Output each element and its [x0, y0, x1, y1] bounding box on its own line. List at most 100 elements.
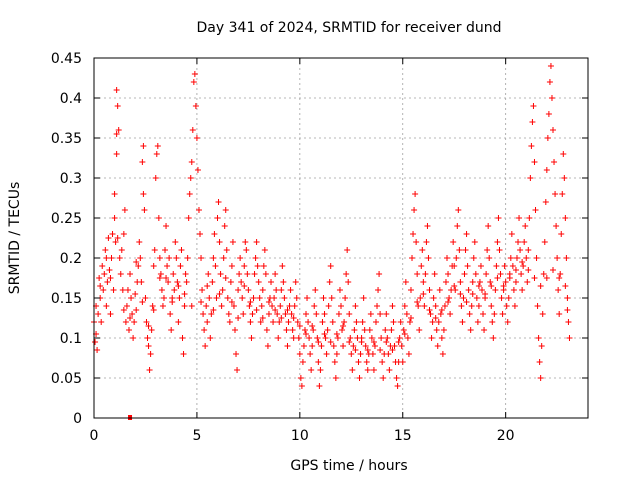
- data-point: [133, 259, 140, 265]
- data-point: [175, 283, 182, 289]
- data-point: [191, 71, 198, 77]
- data-point: [559, 191, 566, 197]
- data-point: [486, 255, 493, 261]
- data-point: [283, 327, 290, 333]
- data-point: [184, 255, 191, 261]
- data-point: [284, 343, 291, 349]
- data-point: [499, 311, 506, 317]
- data-point: [197, 231, 204, 237]
- data-point: [403, 311, 410, 317]
- data-point: [96, 275, 103, 281]
- data-point: [407, 287, 414, 293]
- data-point: [253, 307, 260, 313]
- x-tick-label: 15: [394, 428, 412, 444]
- data-point: [164, 263, 171, 269]
- data-point: [494, 275, 501, 281]
- data-point: [243, 247, 250, 253]
- data-point: [461, 271, 468, 277]
- chart-title: Day 341 of 2024, SRMTID for receiver dun…: [197, 20, 502, 36]
- data-point: [350, 343, 357, 349]
- data-point: [142, 295, 149, 301]
- data-point: [212, 263, 219, 269]
- data-point: [219, 287, 226, 293]
- data-point: [518, 271, 525, 277]
- data-point: [457, 279, 464, 285]
- data-point: [128, 295, 135, 301]
- data-point: [441, 303, 448, 309]
- data-point: [382, 327, 389, 333]
- data-point: [114, 103, 121, 109]
- data-point: [183, 279, 190, 285]
- y-tick-labels: 0 0.05 0.1 0.15 0.2 0.25 0.3 0.35 0.4 0.45: [51, 51, 82, 427]
- data-point: [530, 103, 537, 109]
- data-point: [457, 291, 464, 297]
- data-point: [480, 311, 487, 317]
- data-point: [348, 351, 355, 357]
- data-point: [402, 279, 409, 285]
- data-point: [250, 295, 257, 301]
- data-point: [553, 223, 560, 229]
- data-point: [235, 315, 242, 321]
- data-point: [157, 271, 164, 277]
- data-point: [117, 271, 124, 277]
- data-point: [564, 307, 571, 313]
- data-point: [195, 207, 202, 213]
- data-point: [202, 343, 209, 349]
- data-point: [331, 359, 338, 365]
- data-point: [148, 327, 155, 333]
- data-point: [150, 307, 157, 313]
- data-point: [477, 263, 484, 269]
- data-point: [432, 303, 439, 309]
- data-point: [412, 191, 419, 197]
- data-point: [469, 279, 476, 285]
- data-point: [500, 283, 507, 289]
- data-point: [407, 315, 414, 321]
- data-point: [123, 303, 130, 309]
- data-point: [113, 151, 120, 157]
- data-point: [438, 335, 445, 341]
- data-point: [323, 351, 330, 357]
- data-point: [129, 311, 136, 317]
- data-point: [120, 307, 127, 313]
- data-point: [390, 319, 397, 325]
- data-point: [265, 311, 272, 317]
- data-point: [235, 287, 242, 293]
- data-point: [445, 271, 452, 277]
- data-point: [229, 239, 236, 245]
- data-point: [364, 367, 371, 373]
- data-point: [122, 319, 129, 325]
- data-point: [223, 247, 230, 253]
- data-point: [483, 271, 490, 277]
- data-point: [374, 303, 381, 309]
- data-point: [560, 151, 567, 157]
- data-point: [463, 231, 470, 237]
- data-point: [565, 319, 572, 325]
- data-point: [298, 383, 305, 389]
- data-point: [289, 327, 296, 333]
- data-point: [239, 295, 246, 301]
- data-point: [558, 231, 565, 237]
- data-point: [307, 351, 314, 357]
- data-point: [135, 263, 142, 269]
- data-point: [525, 247, 532, 253]
- data-point: [455, 207, 462, 213]
- data-point: [345, 279, 352, 285]
- data-point: [295, 335, 302, 341]
- data-point: [369, 351, 376, 357]
- data-point: [327, 339, 334, 345]
- data-point: [532, 207, 539, 213]
- data-point: [226, 319, 233, 325]
- data-point: [551, 159, 558, 165]
- data-point: [563, 255, 570, 261]
- data-point: [178, 247, 185, 253]
- data-point: [453, 255, 460, 261]
- data-point: [368, 335, 375, 341]
- data-point: [278, 287, 285, 293]
- data-point: [282, 311, 289, 317]
- data-point: [114, 235, 121, 241]
- data-point: [454, 223, 461, 229]
- data-point: [482, 291, 489, 297]
- data-point: [182, 271, 189, 277]
- data-point: [332, 375, 339, 381]
- data-point: [275, 335, 282, 341]
